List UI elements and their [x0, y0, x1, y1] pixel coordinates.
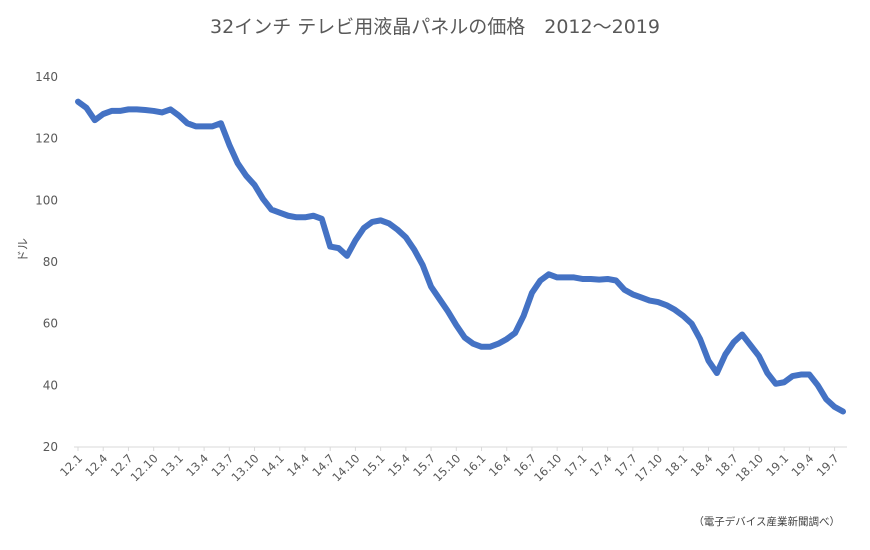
x-tick-label: 15.4 [385, 451, 413, 479]
source-note: （電子デバイス産業新聞調べ） [693, 516, 840, 528]
y-tick-label: 100 [35, 193, 58, 207]
x-tick-label: 19.1 [763, 451, 791, 479]
y-axis-ticks: 20 40 60 80 100 120 140 [35, 70, 58, 454]
y-tick-label: 60 [43, 317, 58, 331]
x-tick-label: 18.10 [733, 451, 766, 484]
y-tick-label: 140 [35, 70, 58, 84]
x-tick-label: 18.4 [688, 451, 716, 479]
x-tick-label: 13.1 [158, 451, 186, 479]
x-tick-label: 16.1 [461, 451, 489, 479]
y-tick-label: 20 [43, 440, 58, 454]
x-tick-label: 12.4 [82, 451, 110, 479]
x-tick-label: 19.7 [814, 451, 842, 479]
x-tick-label: 17.1 [562, 451, 590, 479]
x-tick-label: 12.1 [57, 451, 85, 479]
x-tick-label: 17.10 [632, 451, 665, 484]
x-tick-label: 12.10 [128, 451, 161, 484]
x-tick-label: 14.10 [329, 451, 362, 484]
x-tick-label: 16.10 [531, 451, 564, 484]
x-tick-label: 17.4 [587, 451, 615, 479]
x-tick-label: 16.4 [486, 451, 514, 479]
x-tick-label: 14.1 [259, 451, 287, 479]
chart-title: 32インチ テレビ用液晶パネルの価格 2012〜2019 [210, 16, 660, 38]
y-tick-label: 120 [35, 132, 58, 146]
x-tick-label: 19.4 [788, 451, 816, 479]
series-line [75, 98, 846, 415]
x-tick-label: 15.1 [360, 451, 388, 479]
x-axis-ticks: 12.112.412.712.1013.113.413.713.1014.114… [57, 447, 842, 484]
y-tick-label: 40 [43, 378, 58, 392]
y-tick-label: 80 [43, 255, 58, 269]
x-tick-label: 13.4 [183, 451, 211, 479]
x-tick-label: 15.10 [430, 451, 463, 484]
x-tick-label: 13.10 [228, 451, 261, 484]
x-tick-label: 18.1 [662, 451, 690, 479]
x-tick-label: 14.4 [284, 451, 312, 479]
